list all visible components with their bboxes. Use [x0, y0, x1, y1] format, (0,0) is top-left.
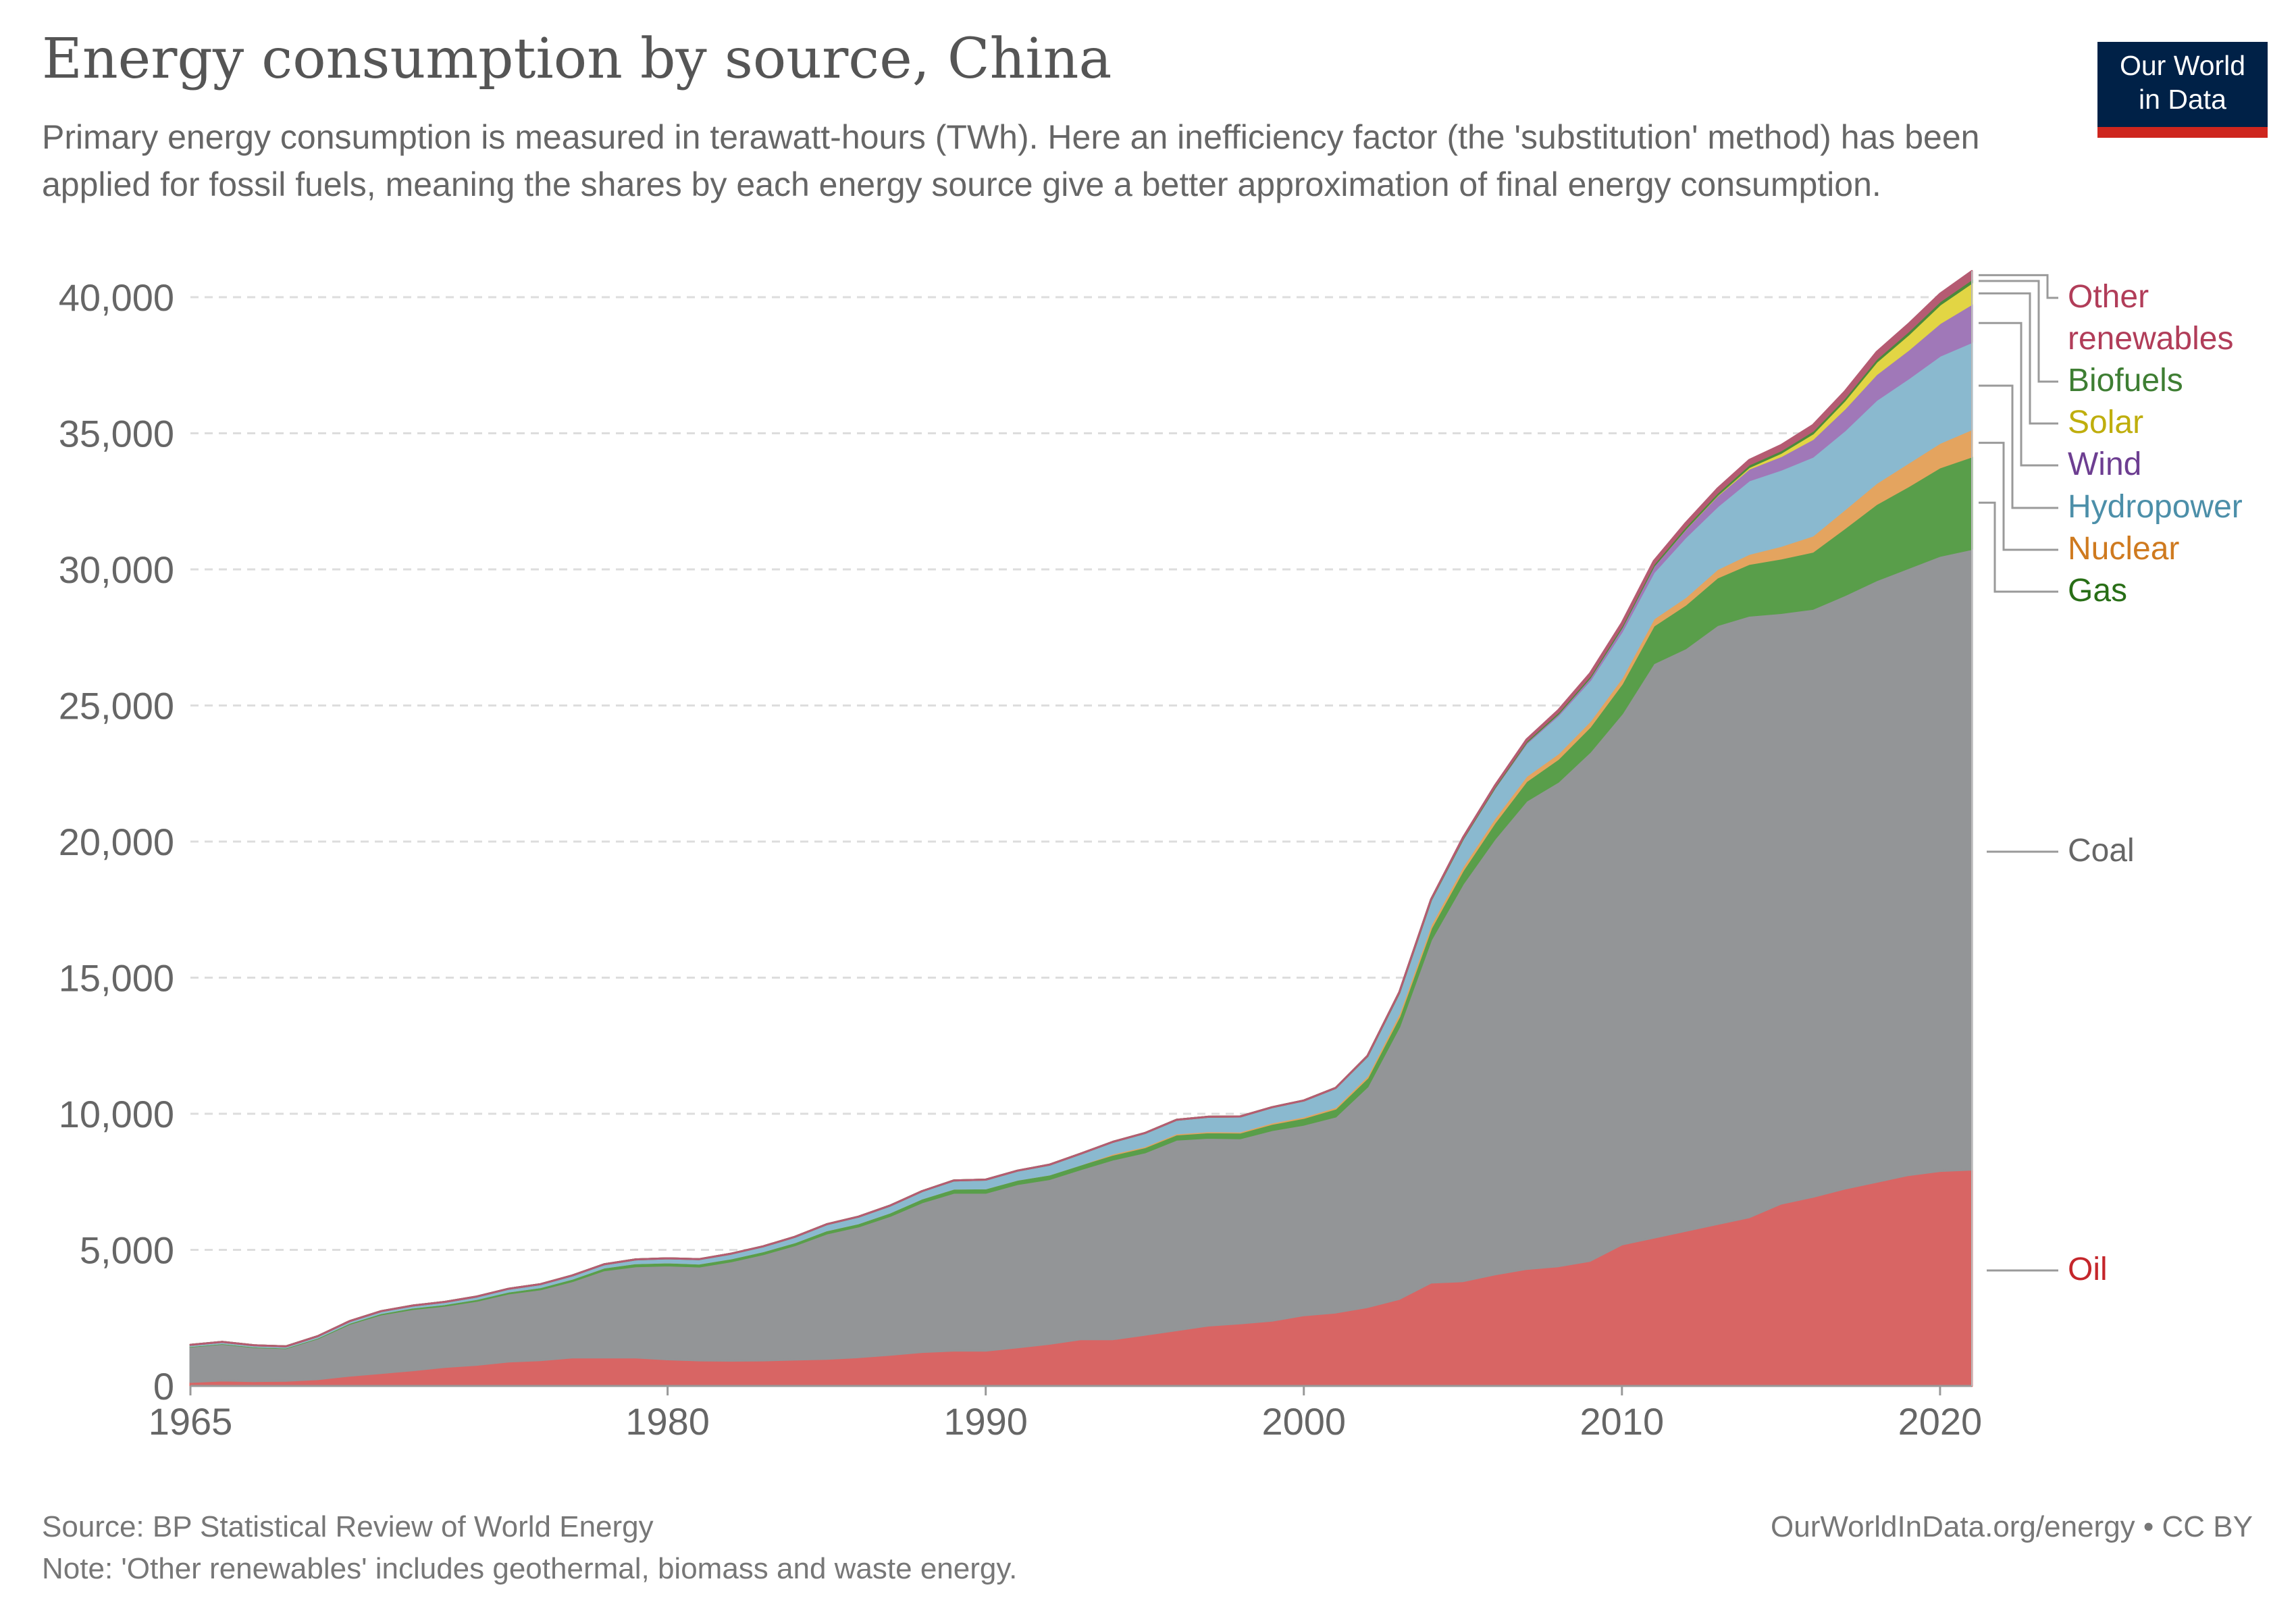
- chart-title: Energy consumption by source, China: [42, 27, 1112, 91]
- area-series: [189, 269, 1973, 1387]
- legend-leader-biofuels: [1979, 280, 2058, 383]
- legend-wind[interactable]: Wind: [2068, 446, 2141, 482]
- x-tick-label: 2020: [1898, 1400, 1983, 1443]
- y-tick-label: 30,000: [59, 548, 174, 591]
- y-tick-label: 0: [153, 1365, 174, 1408]
- legend-leader-wind: [1979, 321, 2058, 467]
- chart-subtitle: Primary energy consumption is measured i…: [42, 118, 1980, 203]
- y-tick-label: 20,000: [59, 821, 174, 863]
- y-tick-label: 25,000: [59, 685, 174, 727]
- legend-other-renewables[interactable]: Other renewables: [2068, 279, 2233, 357]
- legend-biofuels[interactable]: Biofuels: [2068, 363, 2183, 398]
- x-tick-label: 1990: [943, 1400, 1028, 1443]
- legend-leader-solar: [1979, 292, 2058, 425]
- y-tick-label: 40,000: [59, 276, 174, 319]
- legend-leader-nuclear: [1979, 442, 2058, 551]
- x-tick-label: 2010: [1580, 1400, 1665, 1443]
- axes: 0 5,000 10,000 15,000 20,000 25,000 30,000 35,0…: [59, 271, 1982, 1443]
- logo-line-1: Our World: [2119, 50, 2246, 81]
- logo-line-2: in Data: [2139, 84, 2226, 115]
- x-tick-label: 1980: [625, 1400, 710, 1443]
- owid-logo[interactable]: Our World in Data: [2097, 42, 2268, 138]
- legend-oil[interactable]: Oil: [2068, 1252, 2108, 1287]
- y-tick-label: 35,000: [59, 413, 174, 455]
- legend-leader-gas: [1979, 501, 2058, 593]
- y-tick-label: 15,000: [59, 957, 174, 1000]
- y-tick-label: 5,000: [80, 1229, 174, 1272]
- legend-leader-hydropower: [1979, 384, 2058, 509]
- legend: Oil Coal Gas Nuclear Hydropower Wind Solar Biof…: [1979, 274, 2243, 1287]
- x-tick-label: 2000: [1261, 1400, 1346, 1443]
- x-tick-label: 1965: [149, 1400, 233, 1443]
- legend-hydropower[interactable]: Hydropower: [2068, 489, 2243, 525]
- legend-gas[interactable]: Gas: [2068, 573, 2127, 609]
- y-tick-label: 10,000: [59, 1093, 174, 1135]
- legend-leader-other-renewables: [1979, 274, 2058, 299]
- legend-coal[interactable]: Coal: [2068, 833, 2135, 869]
- legend-solar[interactable]: Solar: [2068, 405, 2143, 440]
- legend-nuclear[interactable]: Nuclear: [2068, 531, 2179, 567]
- note-text: Note: 'Other renewables' includes geothe…: [42, 1552, 1018, 1585]
- source-text: Source: BP Statistical Review of World E…: [42, 1510, 654, 1543]
- credit-link[interactable]: OurWorldInData.org/energy • CC BY: [1771, 1510, 2253, 1543]
